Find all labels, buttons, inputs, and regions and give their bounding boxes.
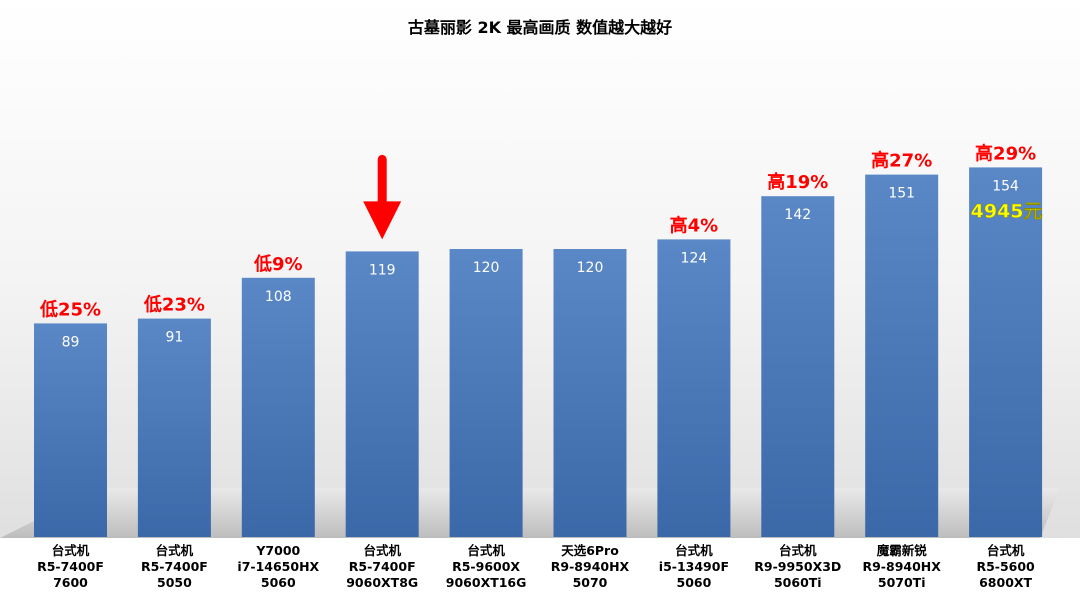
value-label: 89: [62, 334, 80, 350]
chart-title: 古墓丽影 2K 最高画质 数值越大越好: [408, 18, 672, 37]
value-label: 119: [369, 262, 396, 278]
category-label: 9060XT16G: [446, 575, 527, 590]
category-label: 6800XT: [979, 575, 1032, 590]
delta-annotation: 低9%: [253, 253, 303, 275]
category-label: R5-7400F: [37, 559, 104, 574]
category-label: 魔霸新锐: [877, 543, 928, 558]
category-label: R9-8940HX: [862, 559, 941, 574]
category-label: 台式机: [779, 543, 817, 558]
label-area: [0, 538, 1080, 613]
category-label: i7-14650HX: [237, 559, 319, 574]
bar: [345, 251, 419, 537]
category-label: 台式机: [156, 543, 194, 558]
bar: [34, 323, 107, 537]
category-label: 7600: [53, 575, 88, 590]
value-label: 142: [784, 207, 811, 223]
delta-annotation: 高29%: [975, 142, 1036, 164]
value-label: 154: [992, 178, 1019, 194]
value-label: 120: [577, 260, 604, 276]
bar: [553, 249, 627, 537]
bar: [241, 277, 315, 537]
category-label: 5070: [573, 575, 608, 590]
category-label: 天选6Pro: [561, 543, 619, 558]
value-label: 120: [473, 260, 500, 276]
bars-layer: 89低25%台式机R5-7400F760091低23%台式机R5-7400F50…: [34, 142, 1043, 590]
price-note: 4945元: [971, 200, 1043, 222]
delta-annotation: 低25%: [39, 298, 101, 320]
category-label: R5-7400F: [141, 559, 208, 574]
bar: [865, 174, 939, 537]
value-label: 151: [888, 186, 915, 202]
delta-annotation: 低23%: [143, 294, 205, 316]
arrow-head: [363, 201, 402, 240]
delta-annotation: 高4%: [670, 214, 719, 236]
category-label: 5050: [157, 575, 192, 590]
category-label: 台式机: [467, 543, 505, 558]
bar: [137, 318, 211, 537]
category-label: Y7000: [255, 543, 300, 558]
category-label: 5060: [677, 575, 712, 590]
value-label: 91: [165, 330, 183, 346]
bar: [449, 249, 523, 537]
category-label: 台式机: [987, 543, 1025, 558]
bar: [969, 167, 1043, 537]
category-label: 5060Ti: [774, 575, 822, 590]
category-label: R9-9950X3D: [754, 559, 841, 574]
category-label: R5-7400F: [349, 559, 416, 574]
category-label: 台式机: [363, 543, 401, 558]
category-label: 台式机: [52, 543, 90, 558]
category-label: R5-9600X: [452, 559, 520, 574]
value-label: 108: [265, 289, 292, 305]
value-label: 124: [681, 250, 708, 266]
delta-annotation: 高19%: [767, 171, 828, 193]
bar: [657, 239, 731, 537]
category-label: i5-13490F: [659, 559, 729, 574]
delta-annotation: 高27%: [871, 150, 932, 172]
category-label: 9060XT8G: [346, 575, 418, 590]
category-label: 5070Ti: [878, 575, 926, 590]
bar: [761, 196, 835, 537]
highlight-arrow: [363, 154, 402, 240]
category-label: 台式机: [675, 543, 713, 558]
category-label: 5060: [261, 575, 296, 590]
category-label: R9-8940HX: [551, 559, 630, 574]
category-label: R5-5600: [976, 559, 1035, 574]
